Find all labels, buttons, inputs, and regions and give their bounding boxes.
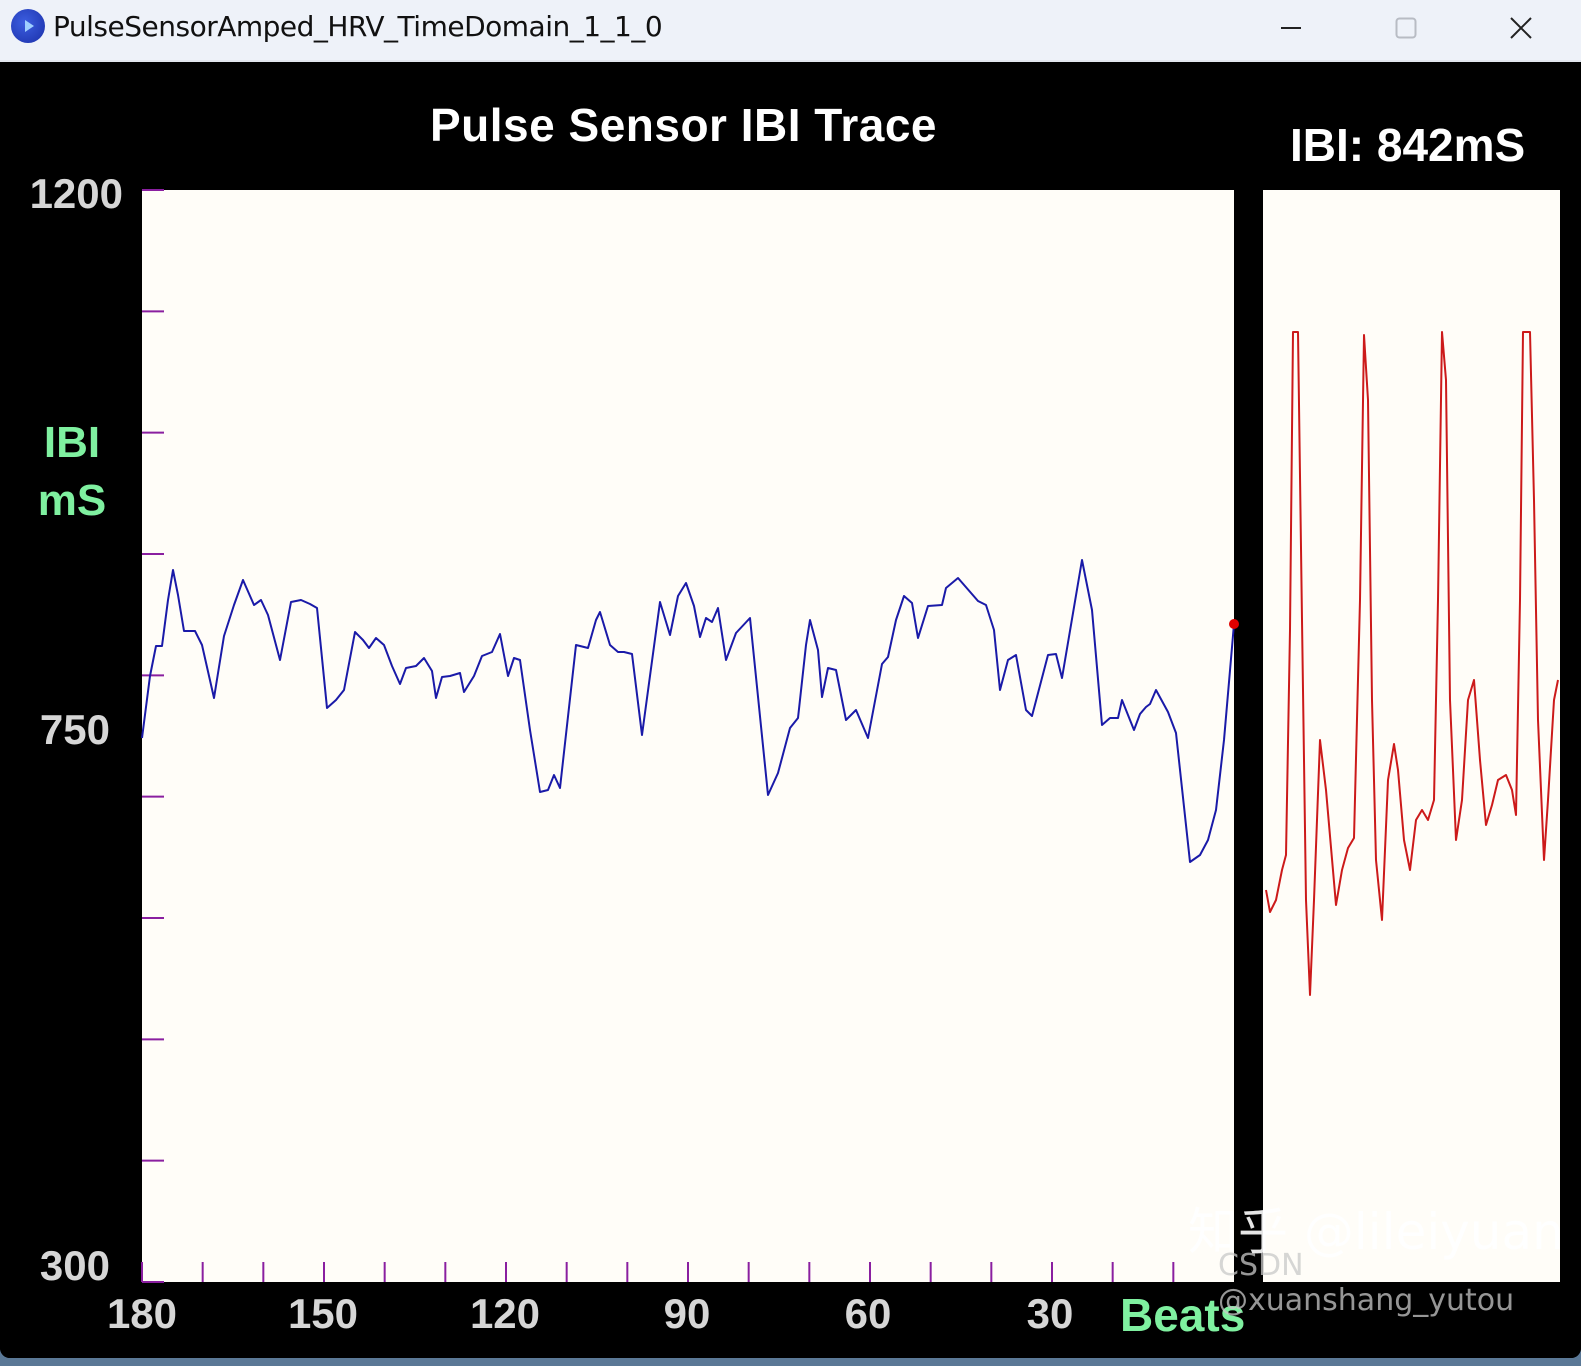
x-label-30: 30 <box>1026 1290 1074 1337</box>
maximize-button[interactable] <box>1376 6 1436 50</box>
title-bar[interactable]: PulseSensorAmped_HRV_TimeDomain_1_1_0 <box>0 0 1581 62</box>
processing-app-icon <box>11 9 45 43</box>
ibi-trace-panel <box>142 190 1234 1282</box>
x-axis-title: Beats <box>1120 1289 1246 1341</box>
ibi-trace-line <box>141 559 1235 863</box>
y-label-mid: 750 <box>39 706 110 753</box>
y-axis-title-ibi: IBI <box>43 418 101 467</box>
close-button[interactable] <box>1491 6 1551 50</box>
maximize-icon <box>1395 17 1417 39</box>
chart-title: Pulse Sensor IBI Trace <box>430 99 938 151</box>
x-label-180: 180 <box>106 1290 178 1337</box>
ibi-readout: IBI: 842mS <box>1290 119 1526 171</box>
y-label-min: 300 <box>39 1242 110 1289</box>
window-title: PulseSensorAmped_HRV_TimeDomain_1_1_0 <box>53 10 663 43</box>
current-ibi-marker <box>1229 619 1239 629</box>
x-label-60: 60 <box>844 1290 892 1337</box>
x-label-120: 120 <box>469 1290 541 1337</box>
y-label-max: 1200 <box>29 170 123 217</box>
x-label-150: 150 <box>287 1290 359 1337</box>
close-icon <box>1510 17 1532 39</box>
minimize-icon <box>1281 27 1301 29</box>
pulse-waveform-line <box>1265 331 1559 996</box>
minimize-button[interactable] <box>1262 6 1322 50</box>
x-label-90: 90 <box>663 1290 711 1337</box>
watermark-zhihu: 知乎 @lileiyuan <box>1188 1203 1564 1261</box>
axis-ticks <box>141 189 1175 1283</box>
pulse-waveform-panel <box>1263 190 1560 1282</box>
y-axis-title-unit: mS <box>37 476 107 525</box>
watermark-csdn: CSDN @xuanshang_yutou <box>1218 1248 1515 1318</box>
sketch-canvas: Pulse Sensor IBI Trace IBI: 842mS 1200 7… <box>0 62 1581 1358</box>
